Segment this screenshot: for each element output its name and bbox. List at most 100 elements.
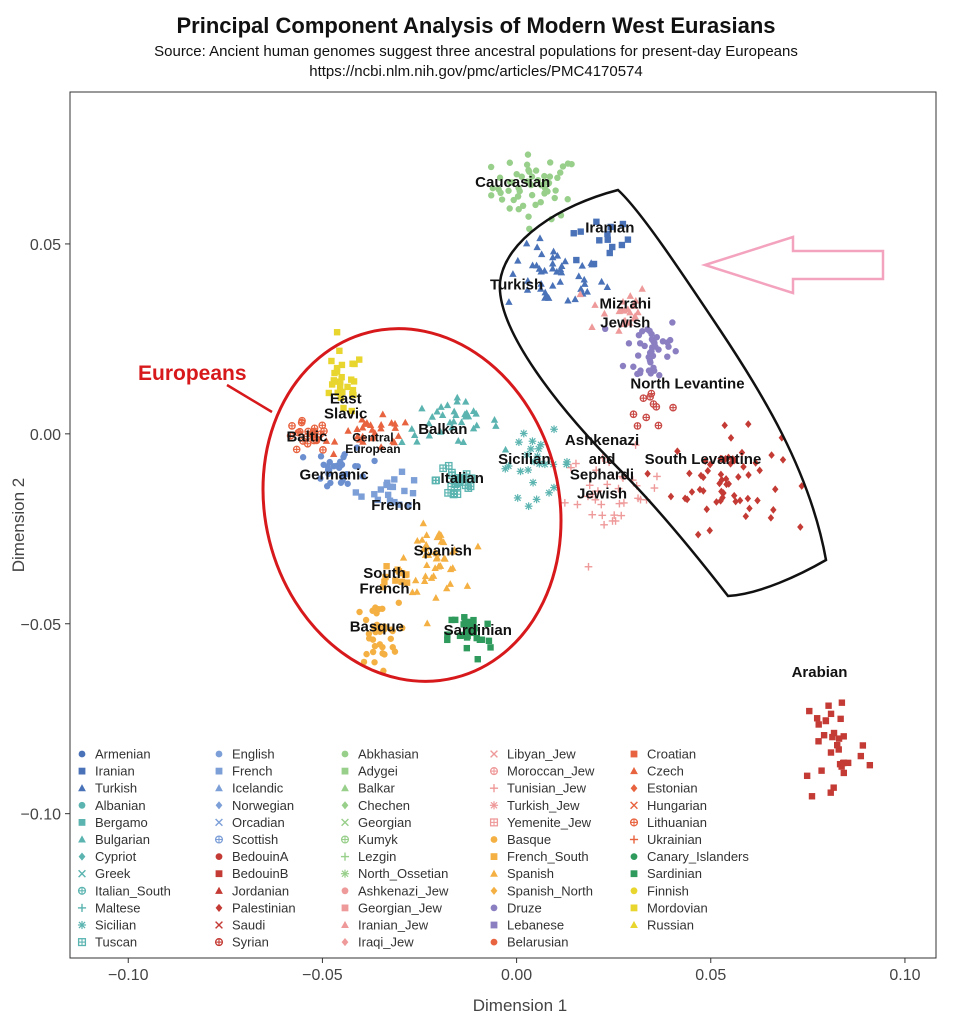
point-12-16 [312, 436, 321, 445]
legend-item-2-0: Abkhasian [341, 747, 419, 762]
point-11-5 [325, 389, 333, 397]
point-0-32 [513, 170, 520, 178]
point-7-15 [631, 441, 640, 449]
legend-label-3-8: Spanish_North [507, 883, 593, 898]
point-0-37 [544, 188, 551, 195]
point-6-15 [756, 466, 763, 475]
legend-label-0-1: Iranian [95, 764, 135, 779]
legend-label-2-7: North_Ossetian [358, 866, 448, 881]
legend-label-4-7: Sardinian [647, 866, 702, 881]
point-16-37 [435, 562, 443, 569]
legend-marker-4-4 [629, 818, 639, 827]
legend-item-1-0: English [215, 747, 275, 762]
point-13-7 [377, 443, 385, 450]
legend-marker-0-7 [78, 869, 86, 878]
point-12-19 [318, 421, 327, 430]
legend-label-2-11: Iraqi_Jew [358, 935, 414, 950]
point-8-1 [524, 466, 532, 474]
point-20-0 [813, 715, 821, 722]
near-east-outline [498, 188, 828, 598]
cluster-label-8: and [589, 451, 616, 468]
point-0-45 [528, 173, 536, 180]
point-0-54 [537, 198, 544, 206]
point-4-36 [641, 342, 648, 350]
point-20-18 [806, 707, 813, 715]
point-2-15 [580, 275, 588, 283]
legend-marker-3-4 [489, 818, 499, 827]
legend-label-4-2: Estonian [647, 781, 698, 796]
cluster-label-2: Turkish [490, 277, 543, 294]
legend-label-2-5: Kumyk [358, 832, 398, 847]
point-9-20 [443, 401, 452, 409]
point-20-26 [820, 732, 828, 739]
legend-marker-0-0 [78, 750, 86, 758]
point-9-9 [490, 415, 499, 423]
point-18-5 [371, 659, 378, 666]
point-8-11 [528, 437, 537, 446]
legend-marker-3-10 [490, 921, 498, 929]
point-6-10 [797, 523, 804, 531]
legend-label-2-6: Lezgin [358, 849, 396, 864]
point-6-3 [694, 530, 702, 539]
legend-label-0-6: Cypriot [95, 849, 137, 864]
point-12-11 [303, 439, 312, 448]
legend-item-0-5: Bulgarian [78, 832, 150, 847]
point-19-22 [470, 629, 477, 637]
point-2-40 [537, 267, 545, 275]
point-3-8 [576, 290, 584, 298]
point-10-8 [467, 474, 476, 483]
point-17-10 [395, 568, 403, 575]
legend-label-1-7: BedouinB [232, 866, 288, 881]
legend-label-4-0: Croatian [647, 747, 696, 762]
point-6-30 [735, 473, 742, 481]
point-7-28 [585, 481, 594, 490]
point-11-10 [336, 384, 344, 391]
legend-item-3-10: Lebanese [490, 918, 564, 933]
point-5-8 [633, 422, 642, 430]
y-tick-label-2: −0.05 [21, 617, 62, 634]
point-7-21 [614, 484, 623, 493]
legend-label-0-11: Tuscan [95, 935, 137, 950]
point-19-27 [463, 632, 470, 640]
point-18-27 [387, 635, 394, 642]
legend-label-1-3: Norwegian [232, 798, 294, 813]
point-11-11 [331, 369, 338, 377]
legend-marker-0-10 [77, 920, 87, 930]
point-11-15 [337, 379, 344, 386]
legend-item-1-7: BedouinB [215, 866, 288, 881]
point-0-24 [496, 174, 504, 181]
point-11-21 [328, 357, 335, 365]
cluster-label-0: Caucasian [475, 174, 550, 191]
point-9-34 [457, 418, 466, 426]
point-20-25 [839, 759, 847, 767]
point-2-12 [549, 264, 557, 272]
point-2-26 [537, 279, 545, 287]
point-9-33 [408, 425, 416, 432]
cluster-label-12: Balkan [418, 421, 467, 438]
point-6-32 [779, 455, 787, 464]
legend-label-2-4: Georgian [358, 815, 411, 830]
point-2-5 [571, 295, 579, 303]
europeans-label: Europeans [138, 362, 247, 385]
point-5-6 [642, 413, 651, 422]
legend-marker-2-8 [341, 887, 349, 895]
point-7-33 [567, 463, 575, 472]
point-9-29 [425, 419, 433, 427]
point-19-15 [448, 616, 455, 624]
point-4-19 [647, 370, 654, 377]
point-0-38 [506, 159, 514, 166]
legend-label-3-0: Libyan_Jew [507, 747, 576, 762]
legend-item-1-5: Scottish [214, 832, 278, 847]
point-16-36 [446, 565, 455, 573]
point-18-24 [362, 616, 370, 624]
legend-item-3-3: Turkish_Jew [489, 798, 580, 813]
point-9-24 [438, 411, 447, 418]
point-6-25 [752, 459, 759, 467]
point-20-28 [822, 717, 829, 724]
point-6-34 [719, 493, 726, 502]
point-4-28 [655, 346, 662, 353]
point-17-9 [392, 577, 399, 584]
point-20-22 [834, 741, 841, 749]
legend-item-2-6: Lezgin [340, 849, 396, 864]
point-6-40 [727, 459, 734, 468]
